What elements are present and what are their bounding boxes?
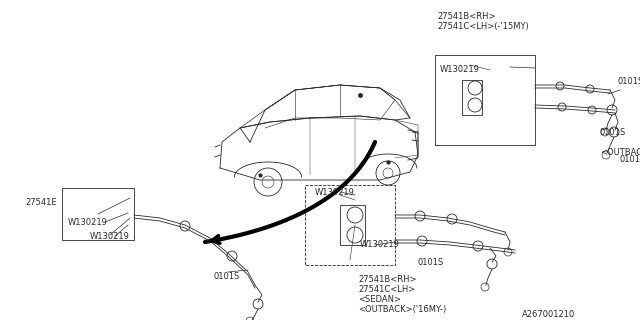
Text: 27541B<RH>: 27541B<RH> <box>437 12 495 21</box>
Text: 27541C<LH>: 27541C<LH> <box>358 285 415 294</box>
Text: 27541C<LH>(-'15MY): 27541C<LH>(-'15MY) <box>437 22 529 31</box>
Text: <SEDAN>: <SEDAN> <box>358 295 401 304</box>
Text: W130219: W130219 <box>315 188 355 197</box>
Bar <box>305 185 395 265</box>
Text: 0101S: 0101S <box>418 258 444 267</box>
Text: 0101S: 0101S <box>213 272 239 281</box>
Text: W130219: W130219 <box>440 65 480 74</box>
Text: <OUTBACK>('16MY-): <OUTBACK>('16MY-) <box>358 305 446 314</box>
Bar <box>62 188 134 240</box>
Text: 0101S: 0101S <box>618 77 640 86</box>
Text: A267001210: A267001210 <box>522 310 575 319</box>
Text: 0101S: 0101S <box>620 155 640 164</box>
Text: <OUTBACK>(-'15MY): <OUTBACK>(-'15MY) <box>600 148 640 157</box>
Text: W130219: W130219 <box>90 232 130 241</box>
Text: W130219: W130219 <box>360 240 400 249</box>
Bar <box>340 205 365 245</box>
Bar <box>435 55 535 145</box>
Text: 27541B<RH>: 27541B<RH> <box>358 275 417 284</box>
Bar <box>462 80 482 115</box>
Text: W130219: W130219 <box>68 218 108 227</box>
Text: 27541E: 27541E <box>25 198 56 207</box>
Text: 0101S: 0101S <box>600 128 627 137</box>
